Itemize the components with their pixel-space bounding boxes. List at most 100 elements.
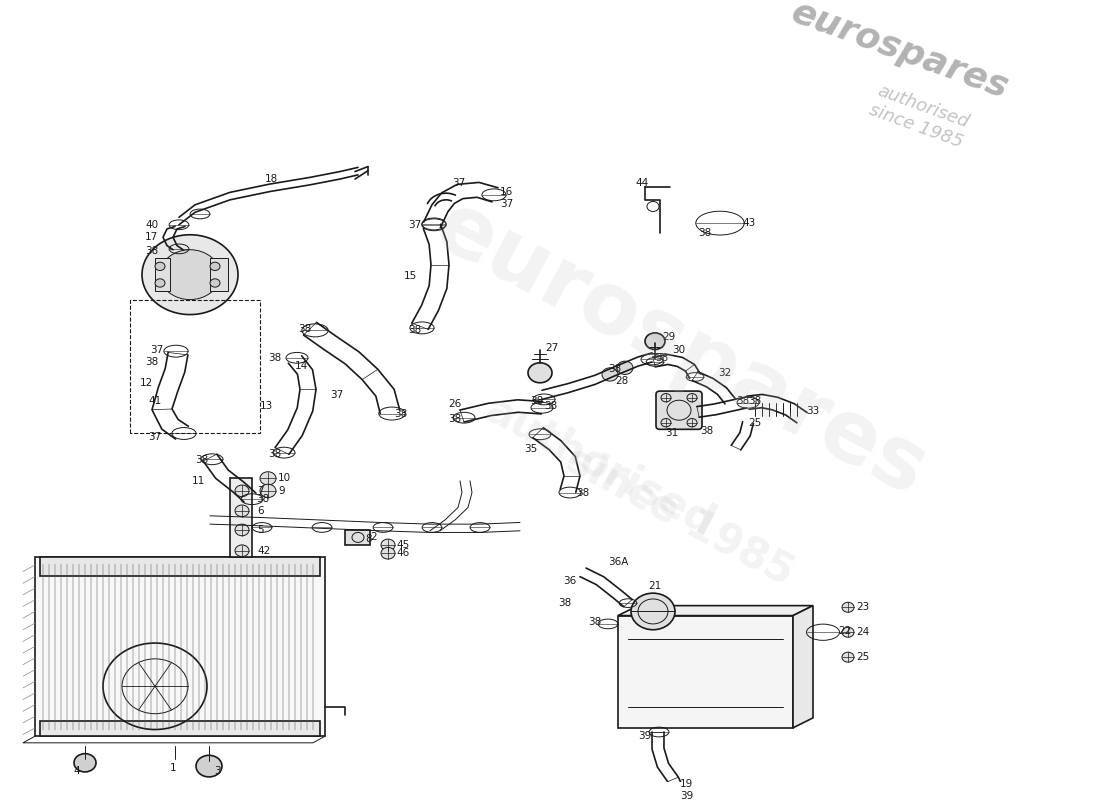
Text: 38: 38 xyxy=(145,246,158,256)
Text: 18: 18 xyxy=(265,174,278,184)
Text: 33: 33 xyxy=(806,406,820,416)
Circle shape xyxy=(688,394,697,402)
Text: 38: 38 xyxy=(448,414,461,423)
Text: 11: 11 xyxy=(192,476,206,486)
Polygon shape xyxy=(793,606,813,728)
Text: 38: 38 xyxy=(588,618,602,627)
Text: 8: 8 xyxy=(365,534,372,544)
Circle shape xyxy=(661,394,671,402)
Text: 38: 38 xyxy=(408,325,421,334)
Text: eurospares: eurospares xyxy=(786,0,1013,106)
Text: 9: 9 xyxy=(278,486,285,496)
Text: 7: 7 xyxy=(257,486,264,496)
Text: 38: 38 xyxy=(195,455,208,465)
Text: 10: 10 xyxy=(278,474,292,483)
Text: 38: 38 xyxy=(698,228,712,238)
Circle shape xyxy=(842,602,854,612)
Text: 16: 16 xyxy=(500,186,514,197)
Text: 5: 5 xyxy=(257,525,264,535)
Bar xyxy=(210,258,228,291)
Text: 38: 38 xyxy=(576,487,590,498)
Text: 38: 38 xyxy=(700,426,713,436)
Circle shape xyxy=(842,652,854,662)
Text: 43: 43 xyxy=(742,218,756,228)
Text: since 1985: since 1985 xyxy=(559,438,801,594)
Text: 37: 37 xyxy=(330,390,343,400)
Text: 23: 23 xyxy=(856,602,869,612)
Bar xyxy=(230,478,252,558)
Circle shape xyxy=(645,333,665,350)
Text: 39: 39 xyxy=(680,791,693,800)
Text: eurospares: eurospares xyxy=(420,185,940,514)
Text: 38: 38 xyxy=(530,396,543,406)
Text: 25: 25 xyxy=(748,418,761,428)
Text: 29: 29 xyxy=(662,332,675,342)
Text: 38: 38 xyxy=(394,410,407,419)
Text: 21: 21 xyxy=(648,582,661,591)
Circle shape xyxy=(235,485,249,497)
Text: 27: 27 xyxy=(544,343,558,353)
Text: 46: 46 xyxy=(396,548,409,558)
Circle shape xyxy=(617,361,632,374)
Circle shape xyxy=(235,524,249,536)
Text: 30: 30 xyxy=(672,345,685,354)
Text: 38: 38 xyxy=(256,494,270,504)
Bar xyxy=(155,258,170,291)
Circle shape xyxy=(661,418,671,427)
Circle shape xyxy=(155,262,165,270)
Text: 36: 36 xyxy=(563,576,576,586)
Text: 37: 37 xyxy=(150,345,163,354)
Text: 38: 38 xyxy=(298,324,311,334)
Circle shape xyxy=(210,262,220,270)
Text: 45: 45 xyxy=(396,540,409,550)
Text: 13: 13 xyxy=(260,401,273,411)
Text: 38: 38 xyxy=(268,450,282,459)
Text: 32: 32 xyxy=(718,368,732,378)
Text: 1: 1 xyxy=(170,762,177,773)
Text: 37: 37 xyxy=(148,432,162,442)
Circle shape xyxy=(842,627,854,638)
Text: 35: 35 xyxy=(524,444,537,454)
Circle shape xyxy=(155,279,165,287)
Circle shape xyxy=(260,472,276,485)
Text: 25: 25 xyxy=(856,652,869,662)
Text: 38: 38 xyxy=(268,353,282,363)
Text: 38: 38 xyxy=(558,598,571,608)
Text: 40: 40 xyxy=(145,220,158,230)
Polygon shape xyxy=(618,606,813,616)
Bar xyxy=(35,558,324,736)
Text: 37: 37 xyxy=(500,199,514,209)
Bar xyxy=(345,530,370,545)
Bar xyxy=(40,558,320,576)
Circle shape xyxy=(196,755,222,777)
Circle shape xyxy=(602,368,618,381)
Text: 37: 37 xyxy=(452,178,465,188)
Text: 26: 26 xyxy=(448,398,461,409)
Text: 17: 17 xyxy=(145,232,158,242)
Text: 38: 38 xyxy=(544,401,558,411)
Text: 12: 12 xyxy=(140,378,153,388)
Circle shape xyxy=(235,545,249,557)
Circle shape xyxy=(142,234,238,314)
Circle shape xyxy=(688,418,697,427)
FancyBboxPatch shape xyxy=(656,391,702,430)
Circle shape xyxy=(381,539,395,550)
Text: 39: 39 xyxy=(638,731,651,741)
Text: 38: 38 xyxy=(654,353,669,363)
Text: 3: 3 xyxy=(214,766,221,776)
Text: 38: 38 xyxy=(748,396,761,406)
Text: authorised
since 1985: authorised since 1985 xyxy=(867,82,972,152)
Text: 15: 15 xyxy=(404,271,417,282)
Circle shape xyxy=(210,279,220,287)
Text: 36A: 36A xyxy=(608,557,628,566)
Text: 41: 41 xyxy=(148,396,162,406)
Circle shape xyxy=(160,250,220,300)
Text: 42: 42 xyxy=(257,546,271,556)
Text: 31: 31 xyxy=(666,428,679,438)
Text: 38: 38 xyxy=(145,357,158,367)
Text: 22: 22 xyxy=(838,626,851,635)
Circle shape xyxy=(528,363,552,382)
Text: authorised: authorised xyxy=(478,388,722,544)
Text: 44: 44 xyxy=(635,178,648,188)
Circle shape xyxy=(74,754,96,772)
